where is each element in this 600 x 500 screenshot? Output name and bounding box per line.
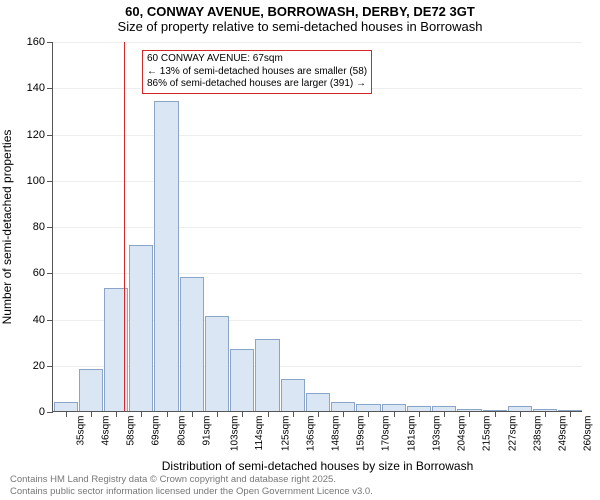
x-tick (570, 411, 571, 417)
histogram-bar (205, 316, 229, 411)
annotation-line: ← 13% of semi-detached houses are smalle… (147, 66, 367, 79)
x-tick-label: 204sqm (456, 416, 467, 452)
x-tick-label: 249sqm (557, 416, 568, 452)
x-tick-label: 69sqm (151, 416, 162, 446)
x-tick-label: 125sqm (280, 416, 291, 452)
x-tick (318, 411, 319, 417)
x-tick (141, 411, 142, 417)
y-tick-label: 160 (27, 36, 53, 48)
y-tick-label: 40 (33, 314, 53, 326)
y-tick-label: 120 (27, 129, 53, 141)
gridline (53, 135, 582, 136)
x-tick-label: 35sqm (75, 416, 86, 446)
x-tick (520, 411, 521, 417)
x-tick-label: 238sqm (532, 416, 543, 452)
page-title-line1: 60, CONWAY AVENUE, BORROWASH, DERBY, DE7… (0, 4, 600, 19)
x-tick (469, 411, 470, 417)
x-tick (116, 411, 117, 417)
histogram-bar (154, 101, 178, 411)
x-tick (368, 411, 369, 417)
x-tick-label: 170sqm (381, 416, 392, 452)
x-tick (495, 411, 496, 417)
x-axis-label: Distribution of semi-detached houses by … (162, 459, 473, 473)
histogram-bar (129, 245, 153, 412)
y-tick-label: 20 (33, 360, 53, 372)
x-tick (66, 411, 67, 417)
histogram-bar (331, 402, 355, 411)
histogram-bar (180, 277, 204, 411)
y-tick-label: 60 (33, 267, 53, 279)
x-tick-label: 193sqm (431, 416, 442, 452)
footer-line: Contains HM Land Registry data © Crown c… (10, 474, 373, 485)
x-tick (167, 411, 168, 417)
page-title-line2: Size of property relative to semi-detach… (0, 19, 600, 34)
y-axis-label: Number of semi-detached properties (0, 129, 14, 324)
y-tick-label: 100 (27, 175, 53, 187)
marker-line (124, 42, 125, 411)
x-tick-label: 80sqm (176, 416, 187, 446)
footer-line: Contains public sector information licen… (10, 486, 373, 497)
histogram-bar (79, 369, 103, 411)
x-tick (293, 411, 294, 417)
x-tick (268, 411, 269, 417)
histogram-bar (230, 349, 254, 411)
x-tick (343, 411, 344, 417)
x-tick-label: 260sqm (583, 416, 594, 452)
annotation-line: 86% of semi-detached houses are larger (… (147, 78, 367, 91)
x-tick (545, 411, 546, 417)
x-tick-label: 215sqm (482, 416, 493, 452)
y-tick-label: 80 (33, 221, 53, 233)
y-tick-label: 0 (39, 406, 53, 418)
gridline (53, 42, 582, 43)
x-tick-label: 227sqm (507, 416, 518, 452)
x-tick-label: 148sqm (330, 416, 341, 452)
annotation-line: 60 CONWAY AVENUE: 67sqm (147, 53, 367, 66)
x-tick (242, 411, 243, 417)
gridline (53, 227, 582, 228)
x-tick (217, 411, 218, 417)
histogram-bar (356, 404, 380, 411)
x-tick-label: 136sqm (305, 416, 316, 452)
x-tick (192, 411, 193, 417)
x-tick (394, 411, 395, 417)
y-tick-label: 140 (27, 82, 53, 94)
x-tick-label: 114sqm (254, 416, 265, 451)
histogram-bar (306, 393, 330, 412)
histogram-bar (54, 402, 78, 411)
histogram-bar (382, 404, 406, 411)
x-tick (419, 411, 420, 417)
x-tick-label: 58sqm (126, 416, 137, 446)
annotation-box: 60 CONWAY AVENUE: 67sqm← 13% of semi-det… (142, 50, 372, 94)
x-tick-label: 103sqm (229, 416, 240, 452)
x-tick (444, 411, 445, 417)
gridline (53, 181, 582, 182)
footer-attribution: Contains HM Land Registry data © Crown c… (10, 474, 373, 497)
x-tick-label: 91sqm (201, 416, 212, 446)
x-tick-label: 46sqm (100, 416, 111, 446)
x-tick-label: 159sqm (356, 416, 367, 452)
x-tick (91, 411, 92, 417)
chart: Number of semi-detached properties Distr… (52, 42, 582, 412)
plot-area: Number of semi-detached properties Distr… (52, 42, 582, 412)
histogram-bar (281, 379, 305, 411)
x-tick-label: 181sqm (406, 416, 417, 452)
histogram-bar (255, 339, 279, 411)
